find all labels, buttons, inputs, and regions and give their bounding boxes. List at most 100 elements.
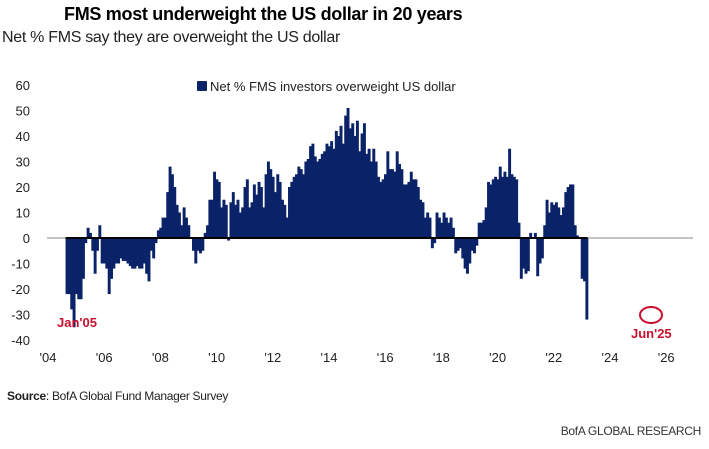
bar — [70, 238, 74, 310]
legend-swatch — [197, 81, 207, 91]
x-tick-label: '26 — [658, 350, 675, 365]
x-tick-label: '12 — [264, 350, 281, 365]
bar — [187, 225, 191, 238]
bar — [348, 128, 352, 238]
bar — [131, 238, 135, 269]
y-tick-label: 60 — [16, 78, 30, 93]
bar — [519, 238, 523, 279]
bar — [117, 238, 121, 264]
bar — [341, 143, 345, 238]
bar — [505, 176, 509, 238]
bar — [547, 212, 551, 238]
bar — [355, 120, 359, 238]
x-tick-label: '10 — [208, 350, 225, 365]
legend-label: Net % FMS investors overweight US dollar — [210, 79, 456, 94]
bar — [480, 222, 483, 238]
bar — [67, 238, 71, 295]
bar — [562, 207, 565, 238]
bar — [400, 169, 404, 238]
y-tick-label: 40 — [16, 129, 30, 144]
bar — [351, 123, 355, 238]
chart-title: FMS most underweight the US dollar in 20… — [64, 4, 463, 24]
bar — [173, 187, 177, 238]
x-tick-label: '20 — [489, 350, 506, 365]
bar — [273, 192, 277, 238]
y-tick-label: 30 — [16, 155, 30, 170]
bar — [224, 204, 228, 238]
y-tick-label: -20 — [11, 282, 30, 297]
bar — [210, 199, 214, 238]
x-tick-label: '06 — [96, 350, 113, 365]
bar — [463, 238, 467, 269]
bar — [107, 238, 111, 295]
bar — [295, 174, 298, 238]
bar — [398, 164, 402, 238]
bar — [192, 238, 195, 251]
bar — [470, 238, 474, 251]
bar — [311, 143, 315, 238]
bar — [337, 136, 341, 238]
y-tick-label: 0 — [23, 231, 30, 246]
bar — [156, 230, 160, 238]
bar — [538, 238, 542, 264]
bar — [147, 238, 151, 282]
annotation-jun25-label: Jun'25 — [631, 326, 672, 341]
bar — [416, 187, 420, 238]
bar — [545, 199, 549, 238]
bar — [283, 204, 287, 238]
bar — [362, 123, 366, 238]
bar — [203, 232, 207, 238]
bar — [435, 212, 439, 238]
bar — [327, 146, 331, 238]
bar — [215, 179, 219, 238]
bar — [245, 179, 249, 238]
bar — [91, 238, 95, 251]
bar — [313, 156, 317, 238]
bar — [281, 199, 284, 238]
bar — [543, 225, 547, 238]
bar — [119, 238, 123, 259]
bar — [508, 148, 512, 238]
bar — [290, 181, 294, 238]
bar — [456, 238, 460, 251]
bar — [449, 217, 453, 238]
bar — [583, 238, 587, 282]
y-axis-ticks: 60 50 40 30 20 10 0 -10 -20 -30 -40 — [11, 78, 30, 348]
bar — [386, 151, 390, 238]
bar — [494, 176, 498, 238]
bar — [206, 225, 209, 238]
bar — [213, 171, 217, 238]
bar — [552, 204, 556, 238]
bar — [93, 238, 97, 274]
bar — [266, 161, 270, 238]
bar — [77, 238, 81, 300]
x-tick-label: '04 — [40, 350, 57, 365]
bar — [353, 136, 357, 238]
y-tick-label: 50 — [16, 104, 30, 119]
bar — [288, 187, 291, 238]
bar — [222, 199, 226, 238]
x-tick-label: '16 — [377, 350, 394, 365]
bar — [255, 194, 259, 238]
bar — [381, 179, 385, 238]
bar — [569, 184, 572, 238]
bar — [138, 238, 142, 269]
bar — [166, 192, 170, 238]
bar — [105, 238, 109, 269]
bar — [135, 238, 139, 267]
bar — [402, 184, 406, 238]
bar — [421, 202, 425, 238]
bar — [451, 227, 455, 238]
x-tick-label: '22 — [545, 350, 562, 365]
bar — [292, 176, 296, 238]
bar — [271, 176, 275, 238]
bar — [177, 212, 181, 238]
bar — [121, 238, 125, 261]
bar — [163, 217, 167, 238]
bar — [412, 179, 416, 238]
bar — [405, 184, 409, 238]
bar — [536, 238, 540, 277]
bar — [103, 238, 106, 264]
bar — [159, 227, 163, 238]
bar — [573, 225, 577, 238]
